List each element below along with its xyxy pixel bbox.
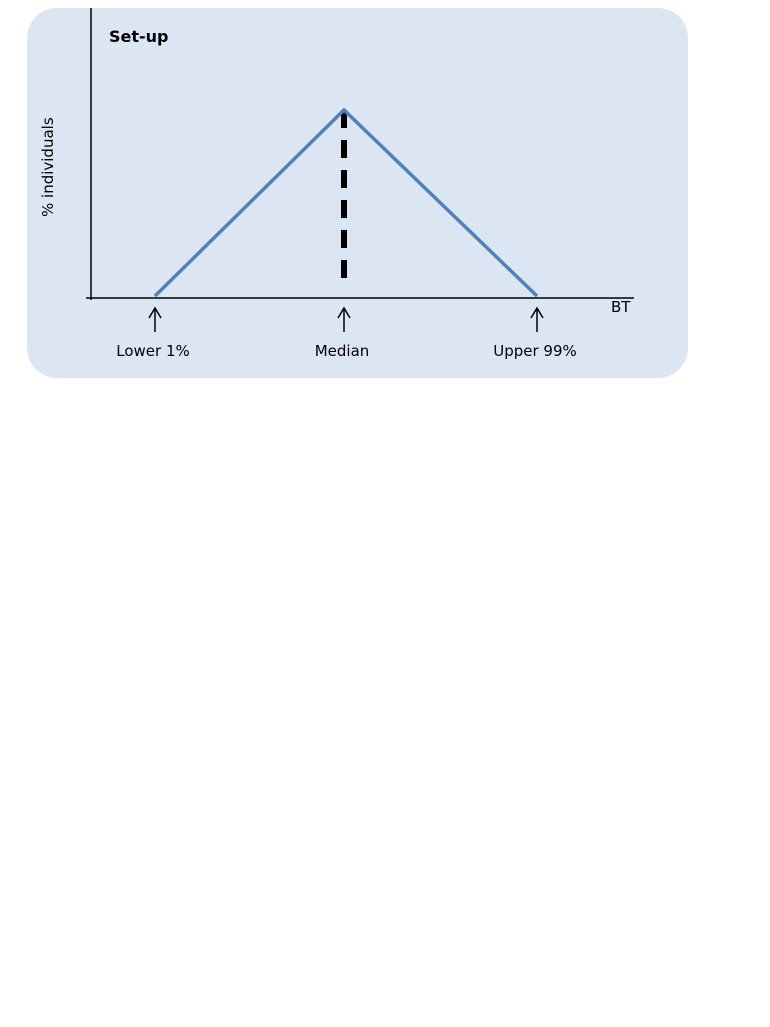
marker-lower-1: Lower 1% bbox=[116, 306, 190, 360]
marker-upper-99: Upper 99% bbox=[493, 306, 577, 360]
marker-median: Median bbox=[315, 306, 370, 360]
panel-title: Set-up bbox=[109, 27, 169, 46]
distribution-chart: Set-up % individuals BT Lower 1% Median Up… bbox=[39, 8, 634, 360]
marker-label: Lower 1% bbox=[116, 342, 190, 360]
up-arrow-icon bbox=[530, 306, 544, 332]
marker-label: Median bbox=[315, 342, 370, 360]
x-axis-label: BT bbox=[611, 298, 631, 316]
y-axis-label: % individuals bbox=[39, 117, 57, 217]
chart-marks bbox=[153, 107, 539, 298]
up-arrow-icon bbox=[148, 306, 162, 332]
distribution-line bbox=[153, 107, 539, 298]
marker-label: Upper 99% bbox=[493, 342, 577, 360]
up-arrow-icon bbox=[337, 306, 351, 332]
chart-markers: Lower 1% Median Upper 99% bbox=[116, 306, 577, 360]
setup-panel bbox=[27, 8, 688, 378]
